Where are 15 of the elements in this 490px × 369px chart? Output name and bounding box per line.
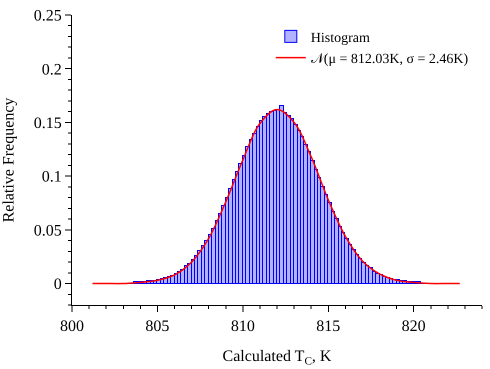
x-tick-label: 820 xyxy=(402,318,426,336)
x-axis-title: Calculated T$_{C}$, K xyxy=(222,348,332,368)
y-tick-label: 0.15 xyxy=(34,115,62,132)
x-tick-label: 810 xyxy=(230,318,255,336)
y-tick-label: 0 xyxy=(54,276,62,294)
legend-label: 𝒩(μ = 812.03K, σ = 2.46K) xyxy=(310,52,469,68)
y-tick-label: 0.25 xyxy=(34,8,62,25)
y-tick-label: 0.2 xyxy=(42,61,62,78)
y-tick-label: 0.05 xyxy=(34,222,62,240)
legend-label: Histogram xyxy=(310,30,370,46)
y-axis-title: Relative Frequency xyxy=(0,98,18,222)
x-tick-label: 800 xyxy=(60,318,84,336)
x-tick-label: 805 xyxy=(145,318,170,336)
y-tick-label: 0.1 xyxy=(42,168,62,186)
x-tick-label: 815 xyxy=(316,318,340,336)
